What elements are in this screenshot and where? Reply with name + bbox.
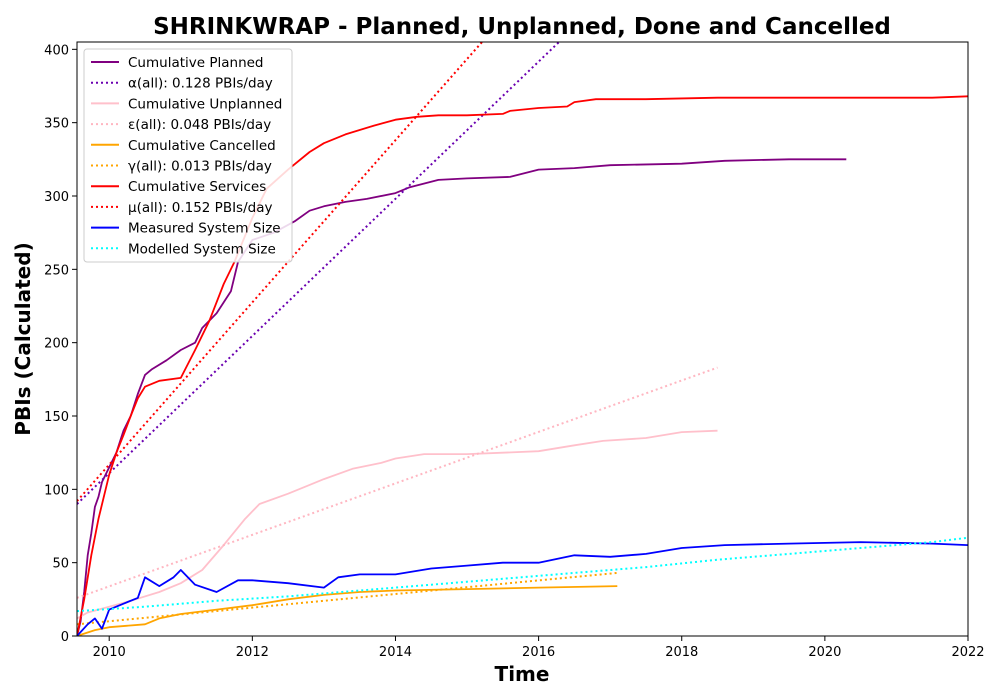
y-tick-label-2: 100	[44, 483, 69, 498]
y-tick-label-4: 200	[44, 337, 69, 352]
chart-title: SHRINKWRAP - Planned, Unplanned, Done an…	[153, 14, 891, 40]
series-line-8	[77, 541, 968, 636]
x-tick-label-2: 2014	[379, 645, 412, 660]
x-tick-label-4: 2018	[665, 645, 698, 660]
legend-label-0: Cumulative Planned	[128, 55, 264, 71]
legend-label-7: μ(all): 0.152 PBIs/day	[128, 200, 272, 216]
y-tick-label-7: 350	[44, 117, 69, 132]
x-tick-label-5: 2020	[808, 645, 841, 660]
y-tick-label-0: 0	[61, 630, 69, 645]
y-tick-label-6: 300	[44, 190, 69, 205]
legend-label-1: α(all): 0.128 PBIs/day	[128, 76, 273, 92]
y-axis-label: PBIs (Calculated)	[11, 242, 35, 435]
series-line-9	[77, 536, 968, 613]
y-tick-label-3: 150	[44, 410, 69, 425]
series-line-7	[77, 42, 484, 502]
legend-box	[83, 48, 293, 263]
series-lines	[77, 42, 968, 636]
legend-label-8: Measured System Size	[128, 221, 281, 237]
legend-label-3: ε(all): 0.048 PBIs/day	[128, 117, 271, 133]
legend: Cumulative Planned α(all): 0.128 PBIs/day…	[83, 48, 293, 263]
y-tick-label-5: 250	[44, 263, 69, 278]
axes-frame	[76, 41, 969, 637]
x-axis-label: Time	[495, 662, 550, 686]
legend-label-2: Cumulative Unplanned	[128, 96, 282, 112]
x-tick-label-3: 2016	[522, 645, 555, 660]
y-tick-label-1: 50	[52, 557, 69, 572]
y-tick-label-8: 400	[44, 43, 69, 58]
series-line-5	[77, 571, 618, 626]
series-line-3	[77, 366, 718, 599]
series-line-6	[77, 95, 968, 636]
series-line-0	[77, 158, 847, 636]
x-tick-label-6: 2022	[951, 645, 984, 660]
legend-label-4: Cumulative Cancelled	[128, 138, 276, 154]
legend-label-5: γ(all): 0.013 PBIs/day	[128, 159, 272, 175]
legend-label-9: Modelled System Size	[128, 241, 276, 257]
plot-area: 2010 2012 2014 2016 2018 2020 2022 0 50 100 150 200…	[44, 41, 985, 660]
series-line-2	[77, 429, 718, 620]
series-line-4	[77, 585, 618, 636]
x-tick-label-1: 2012	[236, 645, 269, 660]
legend-label-6: Cumulative Services	[128, 179, 266, 195]
x-tick-label-0: 2010	[93, 645, 126, 660]
